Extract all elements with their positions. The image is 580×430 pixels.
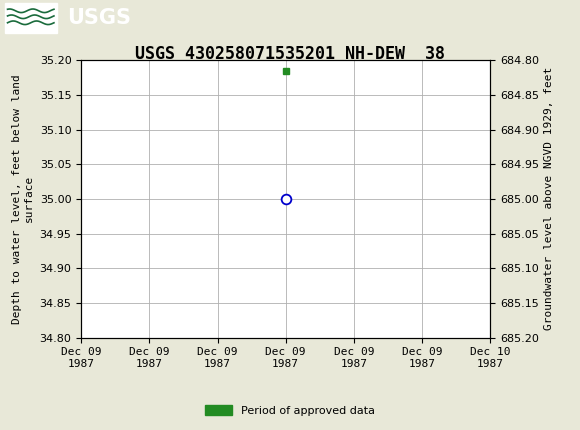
FancyBboxPatch shape (5, 3, 57, 33)
Text: USGS: USGS (67, 8, 130, 28)
Y-axis label: Depth to water level, feet below land
surface: Depth to water level, feet below land su… (12, 74, 34, 324)
Legend: Period of approved data: Period of approved data (200, 400, 380, 420)
Text: USGS 430258071535201 NH-DEW  38: USGS 430258071535201 NH-DEW 38 (135, 45, 445, 63)
Y-axis label: Groundwater level above NGVD 1929, feet: Groundwater level above NGVD 1929, feet (545, 67, 554, 331)
